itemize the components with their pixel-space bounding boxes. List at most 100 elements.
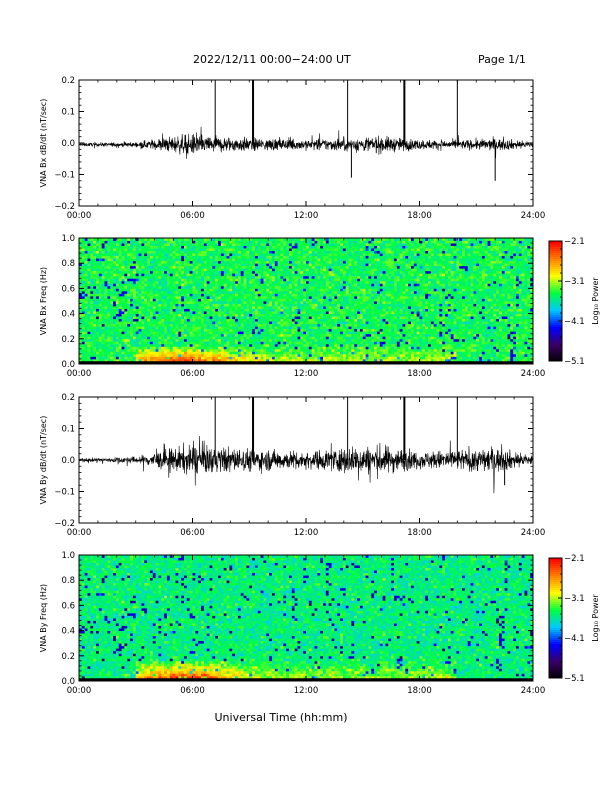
spectrogram-cell [252, 343, 256, 347]
spectrogram-cell [348, 311, 352, 314]
spectrogram-cell [246, 290, 250, 294]
spectrogram-cell [206, 278, 210, 282]
spectrogram-cell [291, 311, 296, 314]
spectrogram-cell [161, 313, 165, 317]
spectrogram-cell [198, 306, 202, 309]
spectrogram-cell [277, 275, 281, 279]
spectrogram-cell [246, 338, 250, 342]
spectrogram-cell [240, 283, 244, 287]
spectrogram-cell [297, 265, 301, 269]
spectrogram-cell [201, 346, 205, 350]
spectrogram-cell [115, 351, 120, 355]
spectrogram-cell [226, 323, 230, 327]
spectrogram-cell [223, 333, 227, 337]
spectrogram-cell [124, 321, 128, 325]
spectrogram-cell [308, 290, 313, 294]
spectrogram-cell [232, 238, 236, 241]
spectrogram-cell [303, 243, 307, 246]
spectrogram-cell [93, 356, 97, 360]
spectrogram-cell [277, 338, 281, 342]
spectrogram-cell [266, 268, 270, 272]
spectrogram-cell [138, 253, 142, 257]
spectrogram-cell [149, 316, 154, 320]
spectrogram-cell [340, 240, 344, 244]
spectrogram-cell [300, 243, 304, 246]
spectrogram-cell [218, 278, 222, 282]
spectrogram-cell [201, 326, 205, 330]
spectrogram-cell [348, 356, 352, 360]
spectrogram-cell [132, 273, 137, 277]
spectrogram-cell [252, 295, 256, 299]
spectrogram-cell [215, 238, 219, 241]
spectrogram-cell [195, 238, 199, 241]
spectrogram-cell [172, 275, 176, 279]
spectrogram-cell [215, 253, 219, 257]
spectrogram-cell [274, 238, 279, 241]
spectrogram-cell [345, 311, 349, 314]
spectrogram-cell [271, 298, 276, 302]
spectrogram-cell [90, 321, 94, 325]
spectrogram-cell [348, 316, 352, 320]
spectrogram-cell [172, 270, 176, 274]
spectrogram-cell [183, 298, 188, 302]
spectrogram-cell [172, 323, 176, 327]
spectrogram-cell [280, 238, 284, 241]
spectrogram-cell [345, 328, 349, 332]
spectrogram-cell [181, 265, 185, 269]
spectrogram-cell [79, 323, 83, 327]
spectrogram-cell [175, 336, 179, 340]
spectrogram-cell [113, 268, 117, 272]
spectrogram-cell [297, 328, 301, 332]
spectrogram-cell [110, 288, 114, 292]
spectrogram-cell [189, 336, 193, 340]
spectrogram-cell [337, 343, 341, 347]
spectrogram-cell [274, 260, 279, 264]
spectrogram-cell [152, 328, 157, 332]
spectrogram-cell [104, 278, 108, 282]
spectrogram-cell [308, 358, 313, 362]
spectrogram-cell [257, 306, 261, 309]
spectrogram-cell [237, 290, 242, 294]
spectrogram-cell [79, 356, 83, 360]
spectrogram-cell [223, 243, 227, 246]
spectrogram-cell [348, 238, 352, 241]
spectrogram-cell [303, 351, 307, 355]
spectrogram-cell [340, 253, 344, 257]
spectrogram-cell [260, 303, 264, 307]
spectrogram-cell [118, 351, 122, 355]
spectrogram-cell [320, 258, 324, 262]
spectrogram-cell [229, 265, 233, 269]
spectrogram-cell [164, 298, 168, 302]
spectrogram-cell [141, 293, 145, 297]
spectrogram-cell [164, 311, 168, 314]
spectrogram-cell [84, 280, 88, 284]
spectrogram-cell [288, 311, 293, 314]
spectrogram-cell [317, 240, 321, 244]
spectrogram-cell [334, 243, 338, 246]
spectrogram-cell [90, 353, 94, 357]
spectrogram-cell [249, 346, 253, 350]
spectrogram-cell [303, 280, 307, 284]
spectrogram-cell [164, 268, 168, 272]
spectrogram-cell [158, 260, 162, 264]
spectrogram-cell [101, 326, 105, 330]
spectrogram-cell [288, 308, 293, 312]
spectrogram-cell [311, 275, 315, 279]
spectrogram-cell [93, 278, 97, 282]
spectrogram-cell [121, 268, 125, 272]
spectrogram-cell [314, 356, 318, 360]
spectrogram-cell [229, 258, 233, 262]
spectrogram-cell [274, 278, 279, 282]
spectrogram-cell [84, 346, 88, 350]
spectrogram-cell [201, 323, 205, 327]
figure-title: 2022/12/11 00:00−24:00 UT [193, 53, 351, 66]
spectrogram-cell [232, 313, 236, 317]
spectrogram-cell [166, 348, 171, 352]
spectrogram-cell [348, 258, 352, 262]
spectrogram-cell [331, 248, 335, 251]
spectrogram-cell [118, 250, 122, 254]
spectrogram-cell [286, 311, 290, 314]
spectrogram-cell [243, 263, 247, 267]
spectrogram-cell [101, 265, 105, 269]
spectrogram-cell [118, 288, 122, 292]
